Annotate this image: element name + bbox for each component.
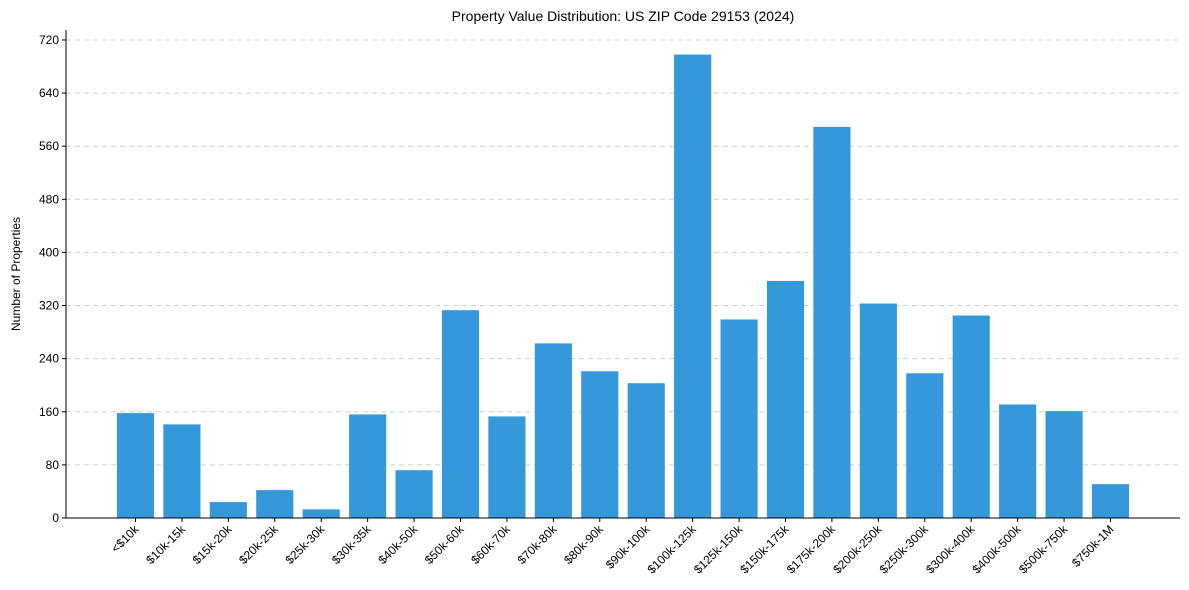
bar <box>766 280 805 518</box>
bar <box>999 404 1037 518</box>
bar <box>163 424 201 518</box>
bar <box>1045 411 1083 518</box>
bar <box>116 413 155 518</box>
bar <box>395 470 433 518</box>
bar <box>488 416 526 518</box>
y-tick-labels: 0 80 160 240 320 400 480 560 640 720 <box>39 33 59 525</box>
bar <box>302 509 340 518</box>
bar <box>674 54 712 519</box>
y-tick-label: 480 <box>39 192 59 206</box>
gridlines <box>66 39 1180 466</box>
x-tick-label: $750k-1M <box>1069 522 1117 570</box>
y-tick-label: 400 <box>39 245 59 259</box>
x-tick-label: $10k-15k <box>143 522 189 568</box>
y-axis-label: Number of Properties <box>9 217 23 331</box>
y-tick-label: 640 <box>39 86 59 100</box>
x-tick-label: $80k-90k <box>561 522 607 568</box>
bar <box>952 315 990 518</box>
bar <box>720 319 758 518</box>
bar <box>349 414 387 518</box>
bar <box>906 373 944 518</box>
bar <box>1091 484 1130 518</box>
x-tick-label: $500k-750k <box>1016 522 1071 577</box>
y-tick-label: 560 <box>39 139 59 153</box>
x-tick-label: $20k-25k <box>236 522 282 568</box>
bar <box>627 383 665 518</box>
x-tick-label: <$10k <box>108 522 142 556</box>
x-tick-label: $30k-35k <box>329 522 375 568</box>
bar <box>534 343 572 518</box>
y-tick-label: 80 <box>46 458 60 472</box>
y-tick-label: 0 <box>52 511 59 525</box>
x-tick-label: $25k-30k <box>283 522 329 568</box>
bar <box>581 371 619 518</box>
bar <box>441 310 480 518</box>
y-tick-label: 160 <box>39 405 59 419</box>
x-tick-label: $50k-60k <box>422 522 468 568</box>
axes <box>62 30 1180 522</box>
x-tick-label: $70k-80k <box>515 522 561 568</box>
bar <box>859 303 897 518</box>
x-tick-label: $15k-20k <box>190 522 236 568</box>
bar <box>256 490 294 518</box>
x-tick-labels: <$10k $10k-15k $15k-20k $20k-25k $25k-30k $30… <box>108 522 1116 577</box>
y-tick-label: 720 <box>39 33 59 47</box>
x-tick-label: $60k-70k <box>468 522 514 568</box>
bars <box>116 54 1130 519</box>
bar <box>813 126 851 518</box>
y-tick-label: 320 <box>39 299 59 313</box>
chart-title: Property Value Distribution: US ZIP Code… <box>452 8 795 24</box>
x-tick-label: $40k-50k <box>375 522 421 568</box>
bar <box>209 502 247 518</box>
y-tick-label: 240 <box>39 352 59 366</box>
